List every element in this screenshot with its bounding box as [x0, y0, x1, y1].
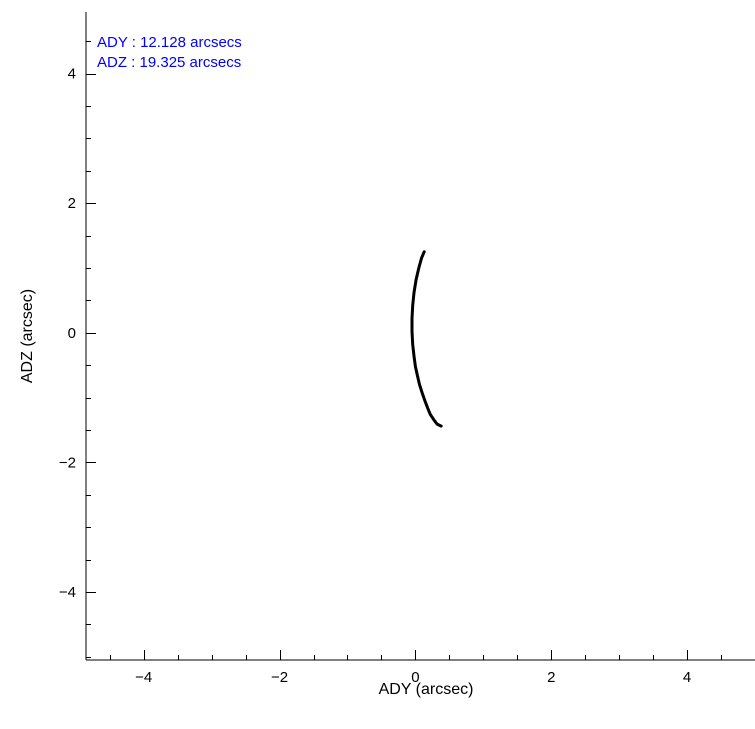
y-tick-labels: −4 −2 0 2 4: [59, 66, 76, 601]
y-axis-title: ADZ (arcsec): [19, 289, 36, 383]
y-tick-label: 2: [68, 195, 76, 212]
y-tick-label: −4: [59, 584, 76, 601]
y-tick-label: 4: [68, 66, 76, 83]
annotation-adz: ADZ : 19.325 arcsecs: [97, 54, 241, 71]
plot-frame: [85, 12, 755, 661]
series-layer: [410, 250, 443, 428]
x-tick-label: −2: [271, 669, 288, 686]
y-ticks: [86, 41, 96, 658]
x-tick-labels: −4 −2 0 2 4: [135, 669, 691, 686]
x-axis-title: ADY (arcsec): [379, 681, 474, 698]
y-tick-label: 0: [68, 325, 76, 342]
y-tick-label: −2: [59, 454, 76, 471]
x-tick-label: −4: [135, 669, 152, 686]
x-tick-label: 2: [547, 669, 555, 686]
x-ticks: [110, 650, 722, 660]
annotation-ady: ADY : 12.128 arcsecs: [97, 34, 242, 51]
x-tick-label: 4: [683, 669, 691, 686]
series-line: [410, 250, 443, 428]
x-tick-label: 0: [411, 669, 419, 686]
